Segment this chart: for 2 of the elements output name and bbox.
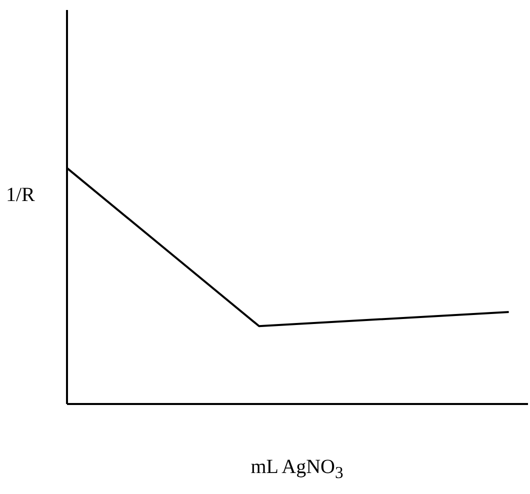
y-axis-title: 1/R [6,184,35,207]
x-axis-title: mL AgNO$_{3}$ [250,456,344,483]
